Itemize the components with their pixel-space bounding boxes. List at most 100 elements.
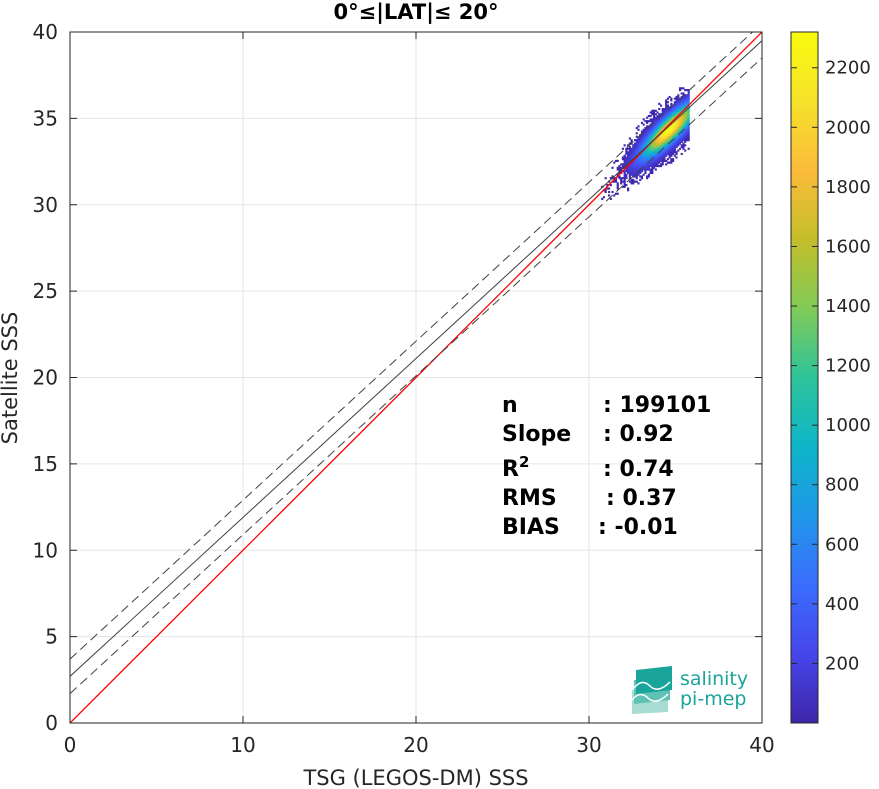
- density-cell: [680, 128, 683, 131]
- density-cell: [649, 123, 652, 126]
- density-cell: [661, 144, 664, 147]
- density-cell: [627, 156, 630, 159]
- density-cell: [646, 158, 649, 161]
- density-cell: [635, 140, 638, 143]
- stat-value: : -0.01: [598, 515, 678, 540]
- density-cell: [653, 161, 656, 164]
- density-cell: [680, 132, 683, 135]
- density-cell: [663, 139, 666, 142]
- density-cell: [637, 165, 640, 168]
- density-cell: [628, 168, 631, 171]
- density-cell: [672, 146, 675, 149]
- density-cell: [644, 149, 647, 152]
- density-cell: [675, 130, 678, 133]
- density-cell: [684, 116, 687, 119]
- density-cell: [656, 127, 659, 130]
- density-cell: [642, 132, 645, 135]
- density-cell: [663, 159, 666, 162]
- density-cell: [649, 161, 652, 164]
- density-cell: [670, 99, 673, 102]
- density-cell: [684, 114, 687, 118]
- density-cell: [639, 140, 642, 143]
- density-cell: [659, 163, 663, 166]
- density-cell: [654, 165, 657, 168]
- density-cell: [639, 144, 642, 147]
- density-cell: [677, 101, 680, 104]
- density-cell: [672, 114, 675, 118]
- density-cell: [635, 142, 638, 145]
- density-cell: [680, 97, 683, 100]
- density-cell: [632, 144, 635, 147]
- density-cell: [647, 120, 650, 123]
- density-cell: [621, 147, 624, 150]
- density-cell: [649, 118, 652, 121]
- density-cell: [651, 154, 654, 157]
- density-cell: [678, 121, 682, 124]
- density-cell: [666, 123, 669, 126]
- density-cell: [675, 125, 678, 128]
- density-cell: [646, 125, 649, 128]
- density-cell: [687, 135, 690, 138]
- density-cell: [678, 125, 682, 128]
- density-cell: [670, 104, 673, 107]
- density-cell: [640, 158, 644, 161]
- density-cell: [618, 166, 621, 169]
- density-cell: [659, 140, 663, 143]
- density-cell: [621, 165, 624, 168]
- density-cell: [668, 132, 671, 135]
- logo-text-pimep: pi-mep: [680, 688, 746, 710]
- density-cell: [628, 152, 631, 156]
- density-cell: [644, 128, 647, 131]
- density-cell: [623, 163, 626, 166]
- density-cell: [628, 158, 631, 161]
- density-cell: [625, 163, 628, 166]
- density-cell: [684, 149, 687, 152]
- density-cell: [661, 132, 664, 135]
- density-cell: [637, 146, 640, 149]
- density-cell: [653, 159, 656, 162]
- density-cell: [684, 144, 687, 147]
- density-cell: [646, 140, 649, 143]
- density-cell: [682, 142, 685, 145]
- density-cell: [668, 114, 671, 118]
- density-cell: [661, 158, 664, 161]
- density-cell: [685, 102, 689, 105]
- density-cell: [656, 154, 659, 157]
- density-cell: [687, 127, 690, 130]
- density-cell: [653, 144, 656, 147]
- density-cell: [630, 139, 633, 142]
- density-cell: [640, 121, 644, 124]
- density-cell: [687, 92, 690, 95]
- density-cell: [640, 170, 644, 173]
- density-cell: [682, 108, 685, 111]
- density-cell: [604, 177, 607, 180]
- density-cell: [661, 159, 664, 162]
- density-cell: [633, 180, 637, 183]
- density-cell: [680, 123, 683, 126]
- density-cell: [654, 139, 657, 142]
- density-cell: [649, 139, 652, 142]
- density-cell: [661, 114, 664, 118]
- density-cell: [661, 109, 664, 112]
- density-cell: [647, 151, 650, 154]
- density-cell: [653, 147, 656, 150]
- density-cell: [623, 185, 626, 188]
- density-cell: [653, 135, 656, 138]
- density-cell: [656, 125, 659, 128]
- density-cell: [666, 109, 669, 112]
- density-cell: [668, 135, 671, 138]
- density-cell: [682, 133, 685, 137]
- density-cell: [633, 163, 637, 166]
- density-cell: [678, 140, 682, 143]
- density-cell: [673, 116, 676, 119]
- density-cell: [682, 114, 685, 118]
- density-cell: [640, 133, 644, 137]
- density-cell: [672, 111, 675, 114]
- y-tick-label: 20: [33, 366, 58, 390]
- density-cell: [680, 118, 683, 121]
- density-cell: [628, 175, 631, 178]
- density-cell: [677, 95, 680, 99]
- density-cell: [644, 142, 647, 145]
- density-cell: [661, 152, 664, 156]
- density-cell: [668, 139, 671, 142]
